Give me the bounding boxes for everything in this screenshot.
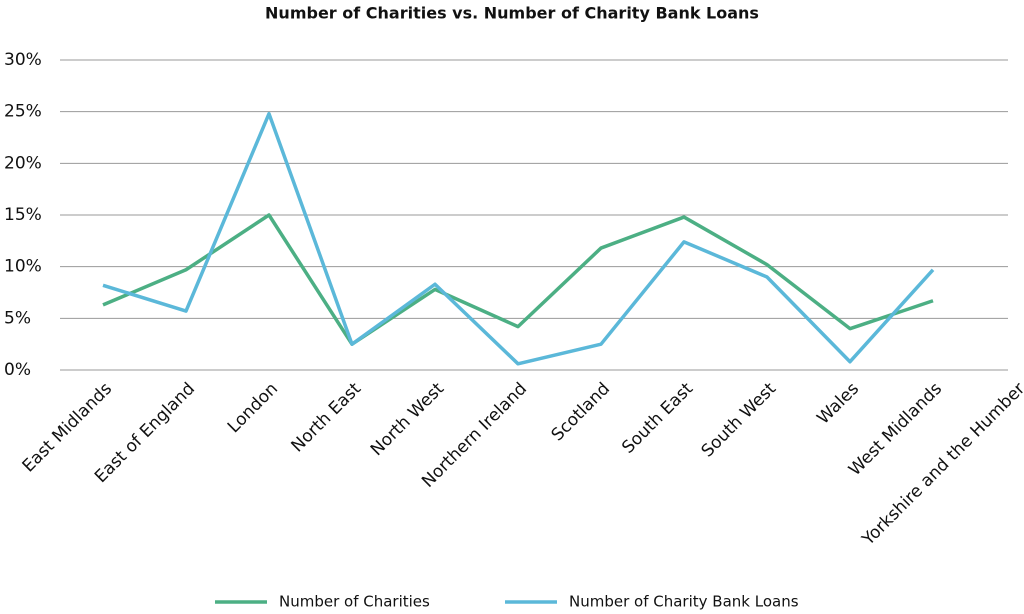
x-tick-label: Yorkshire and the Humber <box>858 379 1024 550</box>
legend-label: Number of Charities <box>279 593 430 611</box>
x-tick-label: Wales <box>813 379 863 429</box>
y-tick-label: 30% <box>4 50 42 70</box>
x-tick-label: South West <box>698 379 781 462</box>
y-tick-label: 20% <box>4 153 42 173</box>
y-tick-label: 5% <box>4 308 31 328</box>
x-tick-label: North East <box>288 379 366 457</box>
x-tick-label: Scotland <box>548 379 614 445</box>
chart-title: Number of Charities vs. Number of Charit… <box>265 4 759 23</box>
y-tick-label: 10% <box>4 257 42 277</box>
series-line <box>102 213 934 346</box>
x-tick-label: North West <box>367 379 448 460</box>
legend-label: Number of Charity Bank Loans <box>569 593 799 611</box>
y-tick-label: 15% <box>4 205 42 225</box>
y-tick-label: 25% <box>4 102 42 122</box>
x-tick-label: South East <box>618 379 697 458</box>
x-tick-label: London <box>224 379 282 437</box>
y-tick-label: 0% <box>4 360 31 380</box>
series-line <box>102 111 935 366</box>
